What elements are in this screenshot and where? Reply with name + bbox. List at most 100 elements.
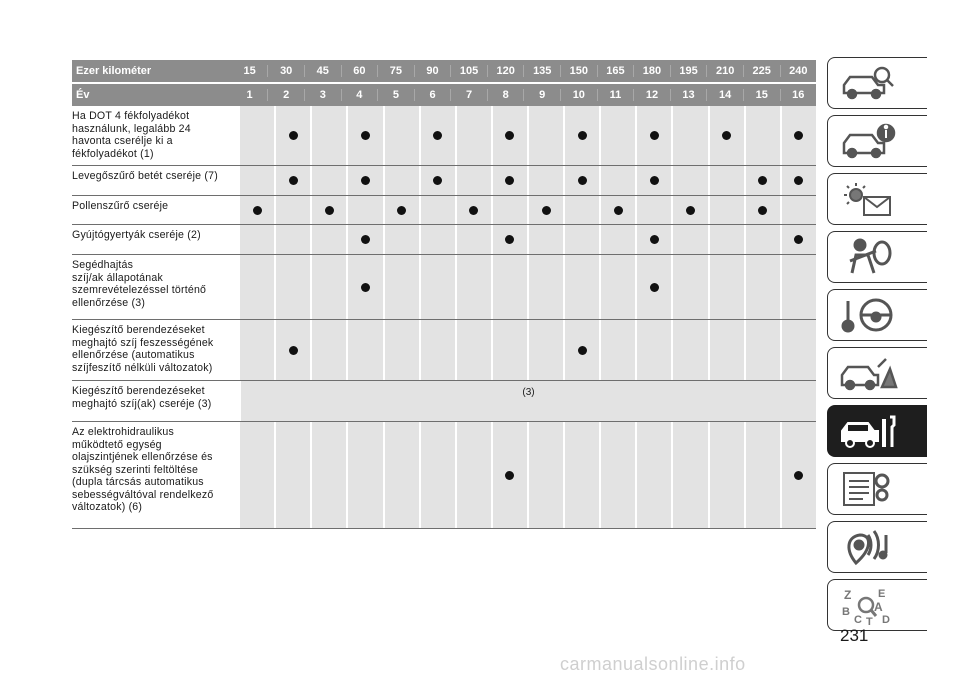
schedule-cell xyxy=(312,196,347,224)
schedule-cell xyxy=(709,422,744,528)
tab-warning-lights[interactable] xyxy=(827,173,927,225)
year-cell: 5 xyxy=(377,89,414,101)
page-number: 231 xyxy=(840,626,869,645)
year-cell: 16 xyxy=(779,89,817,101)
schedule-cell xyxy=(492,422,528,528)
car-breakdown-icon xyxy=(840,358,898,391)
schedule-cell xyxy=(565,196,600,224)
service-dot-icon xyxy=(541,205,551,215)
schedule-cell xyxy=(456,106,491,165)
schedule-cell xyxy=(312,422,347,528)
tab-car-info[interactable] xyxy=(827,115,927,167)
schedule-cell xyxy=(348,422,383,528)
km-cell: 240 xyxy=(779,65,817,77)
schedule-cell xyxy=(276,422,311,528)
schedule-cell xyxy=(601,225,636,254)
service-dot-icon xyxy=(433,131,443,140)
schedule-cell xyxy=(745,166,780,195)
car-search-icon xyxy=(842,66,894,100)
schedule-cell xyxy=(529,106,564,165)
service-dot-icon xyxy=(794,235,804,244)
service-dot-icon xyxy=(469,205,479,215)
schedule-cell xyxy=(492,166,528,195)
row-label: Az elektrohidraulikus működtető egység o… xyxy=(72,426,214,513)
schedule-cell xyxy=(709,320,744,380)
car-maintenance-icon xyxy=(841,415,896,448)
km-header-label: Ezer kilométer xyxy=(76,65,152,77)
tab-multimedia[interactable] xyxy=(827,521,927,573)
schedule-cell xyxy=(565,320,600,380)
schedule-cell xyxy=(673,320,708,380)
year-cell: 6 xyxy=(413,89,451,101)
schedule-cell xyxy=(709,255,744,319)
schedule-cell xyxy=(492,225,528,254)
schedule-row: Az elektrohidraulikus működtető egység o… xyxy=(72,422,816,529)
schedule-cell xyxy=(673,422,708,528)
schedule-cell xyxy=(348,225,383,254)
row-label: Ha DOT 4 fékfolyadékot használunk, legal… xyxy=(72,110,191,160)
merged-cell-note: (3) xyxy=(522,387,535,398)
schedule-cell xyxy=(384,320,419,380)
tab-technical-data[interactable] xyxy=(827,463,927,515)
row-label: Kiegészítő berendezéseket meghajtó szíj(… xyxy=(72,385,212,410)
schedule-cell xyxy=(781,106,816,165)
tab-starting-driving[interactable] xyxy=(827,289,927,341)
schedule-cell xyxy=(456,255,491,319)
km-header-row: Ezer kilométer 15 30 45 60 75 90 105 120… xyxy=(72,60,816,82)
svg-text:B: B xyxy=(842,606,850,618)
schedule-cell xyxy=(601,166,636,195)
row-label: Gyújtógyertyák cseréje (2) xyxy=(72,229,201,241)
tab-car-search[interactable] xyxy=(827,57,927,109)
year-cell: 7 xyxy=(450,89,487,101)
car-info-icon xyxy=(842,123,896,159)
schedule-cell xyxy=(420,422,455,528)
row-label: Kiegészítő berendezéseket meghajtó szíj … xyxy=(72,324,214,374)
schedule-row: Ha DOT 4 fékfolyadékot használunk, legal… xyxy=(72,106,816,166)
service-dot-icon xyxy=(361,235,371,244)
service-dot-icon xyxy=(577,131,587,140)
schedule-cell xyxy=(240,320,275,380)
km-cell: 150 xyxy=(560,65,597,77)
km-cell: 210 xyxy=(706,65,743,77)
tab-servicing-maintenance[interactable] xyxy=(827,405,927,457)
schedule-cell xyxy=(745,255,780,319)
key-steering-wheel-icon xyxy=(841,298,893,333)
schedule-cell xyxy=(745,422,780,528)
km-cell: 90 xyxy=(413,65,451,77)
schedule-cell xyxy=(240,255,275,319)
service-dot-icon xyxy=(505,176,515,185)
km-cell: 75 xyxy=(377,65,414,77)
schedule-cell xyxy=(312,225,347,254)
schedule-cell xyxy=(456,196,491,224)
schedule-row: Kiegészítő berendezéseket meghajtó szíj(… xyxy=(72,381,816,422)
schedule-cell xyxy=(529,422,564,528)
year-header-row: Év 1 2 3 4 5 6 7 8 9 10 11 12 13 14 15 1… xyxy=(72,84,816,106)
schedule-cell xyxy=(529,255,564,319)
row-label: Levegőszűrő betét cseréje (7) xyxy=(72,170,218,182)
schedule-cell xyxy=(384,196,419,224)
seat-airbag-icon xyxy=(849,238,892,274)
km-cell: 180 xyxy=(633,65,670,77)
schedule-cell xyxy=(240,166,275,195)
schedule-cell xyxy=(240,422,275,528)
schedule-cell xyxy=(420,196,455,224)
schedule-cell xyxy=(637,422,672,528)
service-dot-icon xyxy=(794,176,804,185)
year-cell: 12 xyxy=(633,89,670,101)
service-dot-icon xyxy=(288,176,298,185)
km-cell: 60 xyxy=(340,65,378,77)
service-dot-icon xyxy=(397,205,407,215)
service-dot-icon xyxy=(505,235,515,244)
service-dot-icon xyxy=(649,282,659,292)
schedule-row: Kiegészítő berendezéseket meghajtó szíj … xyxy=(72,320,816,381)
service-dot-icon xyxy=(758,176,768,185)
schedule-cell xyxy=(276,166,311,195)
schedule-cell xyxy=(601,196,636,224)
tab-safety[interactable] xyxy=(827,231,927,283)
merged-cell: (3) xyxy=(241,381,816,421)
schedule-cell xyxy=(529,196,564,224)
schedule-cell xyxy=(312,106,347,165)
schedule-cell xyxy=(276,320,311,380)
tab-emergency[interactable] xyxy=(827,347,927,399)
